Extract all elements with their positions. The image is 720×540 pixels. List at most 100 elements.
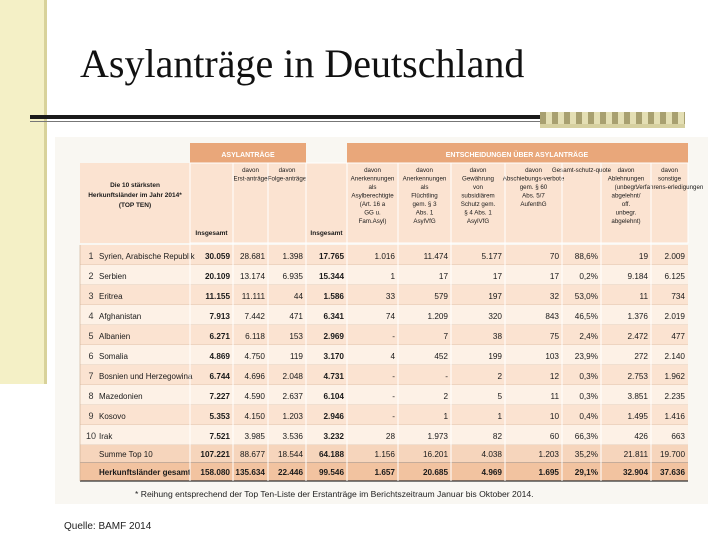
column-header-text: sonstige — [658, 176, 682, 183]
row-number: 1 — [88, 251, 93, 261]
summary-cell: 99.546 — [319, 468, 344, 477]
row-number: 4 — [88, 311, 93, 321]
column-header-text: davon — [661, 167, 678, 174]
table-cell: 60 — [550, 432, 560, 441]
table-cell: 2.969 — [324, 332, 345, 341]
table-cell: 32 — [550, 292, 560, 301]
table-cell: 9.184 — [628, 272, 649, 281]
table-cell: 4.696 — [245, 372, 266, 381]
table-cell: 103 — [545, 352, 559, 361]
table-cell: 75 — [550, 332, 560, 341]
row-number: 7 — [88, 371, 93, 381]
summary-cell: 29,1% — [575, 468, 599, 477]
table-cell: 28 — [386, 432, 396, 441]
title-rule-ornament — [540, 112, 685, 124]
table-cell: 2.235 — [665, 392, 686, 401]
table-row — [80, 405, 688, 425]
summary-cell: 107.221 — [200, 450, 230, 459]
table-cell: 46,5% — [575, 312, 598, 321]
table-cell: 2.637 — [283, 392, 304, 401]
table-cell: - — [392, 332, 395, 341]
column-header-text: abgelehnt/ — [612, 193, 641, 200]
row-country: Syrien, Arabische Republik — [99, 252, 196, 261]
column-header-cell — [561, 162, 602, 244]
table-cell: 1.016 — [375, 252, 396, 261]
table-cell: 199 — [488, 352, 502, 361]
title-rule — [30, 115, 685, 119]
table-cell: 88,6% — [575, 252, 598, 261]
table-cell: 2.140 — [665, 352, 686, 361]
country-header-cell — [80, 163, 190, 243]
table-cell: 74 — [386, 312, 396, 321]
column-header-text: AufenthG — [520, 201, 546, 208]
table-cell: 4 — [390, 352, 395, 361]
summary-cell: 19.700 — [660, 450, 685, 459]
group-asyl-label: ASYLANTRÄGE — [221, 151, 275, 159]
summary-cell: 37.636 — [660, 468, 685, 477]
table-cell: 6.118 — [245, 332, 265, 341]
table-cell: 843 — [545, 312, 559, 321]
table-cell: 6.125 — [665, 272, 686, 281]
table-cell: 5.177 — [482, 252, 503, 261]
summary-cell: 4.969 — [482, 468, 503, 477]
country-header-text: Die 10 stärksten — [110, 182, 160, 189]
column-header-text: Anerkennungen — [351, 176, 395, 183]
column-header-cell — [397, 162, 452, 244]
table-cell: 2.946 — [324, 412, 345, 421]
table-cell: 53,0% — [575, 292, 598, 301]
table-cell: 20.109 — [205, 272, 230, 281]
summary-cell: 158.080 — [200, 468, 230, 477]
summary-cell: 16.201 — [423, 450, 448, 459]
table-cell: 17 — [550, 272, 560, 281]
column-header-text: von — [473, 184, 484, 191]
table-cell: 2,4% — [579, 332, 598, 341]
summary-cell: 1.203 — [539, 450, 560, 459]
table-cell: 1.495 — [628, 412, 649, 421]
column-header-text: als — [369, 184, 377, 191]
table-cell: 3.985 — [245, 432, 266, 441]
column-header-text: Fam.Asyl) — [359, 218, 387, 225]
column-header-text: davon — [470, 167, 487, 174]
summary-cell: 32.904 — [623, 468, 648, 477]
table-row — [80, 425, 688, 445]
summary-cell: 1.695 — [539, 468, 560, 477]
table-cell: 28.681 — [240, 252, 265, 261]
slide-title: Asylanträge in Deutschland — [80, 41, 525, 86]
table-cell: 320 — [488, 312, 502, 321]
column-header-text: davon — [525, 167, 542, 174]
header-group-entscheidungen — [347, 143, 688, 163]
column-header-text: davon — [279, 167, 296, 174]
table-cell: 17 — [493, 272, 503, 281]
table-cell: 6.935 — [283, 272, 304, 281]
column-header-text: (Art. 16 a — [360, 201, 386, 208]
table-cell: - — [392, 392, 395, 401]
table-cell: 11.111 — [242, 292, 266, 301]
table-cell: 2 — [497, 372, 502, 381]
row-country: Irak — [99, 432, 113, 441]
summary-label: Herkunftsländer gesamt — [99, 468, 191, 477]
table-cell: 5 — [497, 392, 502, 401]
column-header-total: Insgesamt — [310, 230, 343, 237]
summary-cell: 18.544 — [278, 450, 303, 459]
table-cell: 1.586 — [324, 292, 345, 301]
row-number: 9 — [88, 411, 93, 421]
row-number: 5 — [88, 331, 93, 341]
table-cell: 33 — [386, 292, 396, 301]
table-cell: 11.474 — [424, 252, 449, 261]
column-header-text: Verfahrens-erledigungen — [636, 184, 704, 191]
side-decoration — [0, 0, 47, 384]
country-header-text: (TOP TEN) — [119, 202, 151, 209]
column-header-text: AsylVfG — [467, 218, 490, 225]
table-cell: 1.376 — [628, 312, 649, 321]
column-header-total: Insgesamt — [195, 230, 228, 237]
table-cell: 10 — [550, 412, 560, 421]
row-country: Albanien — [99, 332, 130, 341]
table-cell: 44 — [294, 292, 304, 301]
summary-cell: 22.446 — [278, 468, 303, 477]
side-decoration-line — [44, 0, 47, 384]
row-country: Eritrea — [99, 292, 123, 301]
table-cell: 4.150 — [245, 412, 266, 421]
table-cell: 4.590 — [245, 392, 266, 401]
column-header-text: off. — [622, 201, 631, 208]
title-rule-ornament-base — [540, 124, 685, 128]
